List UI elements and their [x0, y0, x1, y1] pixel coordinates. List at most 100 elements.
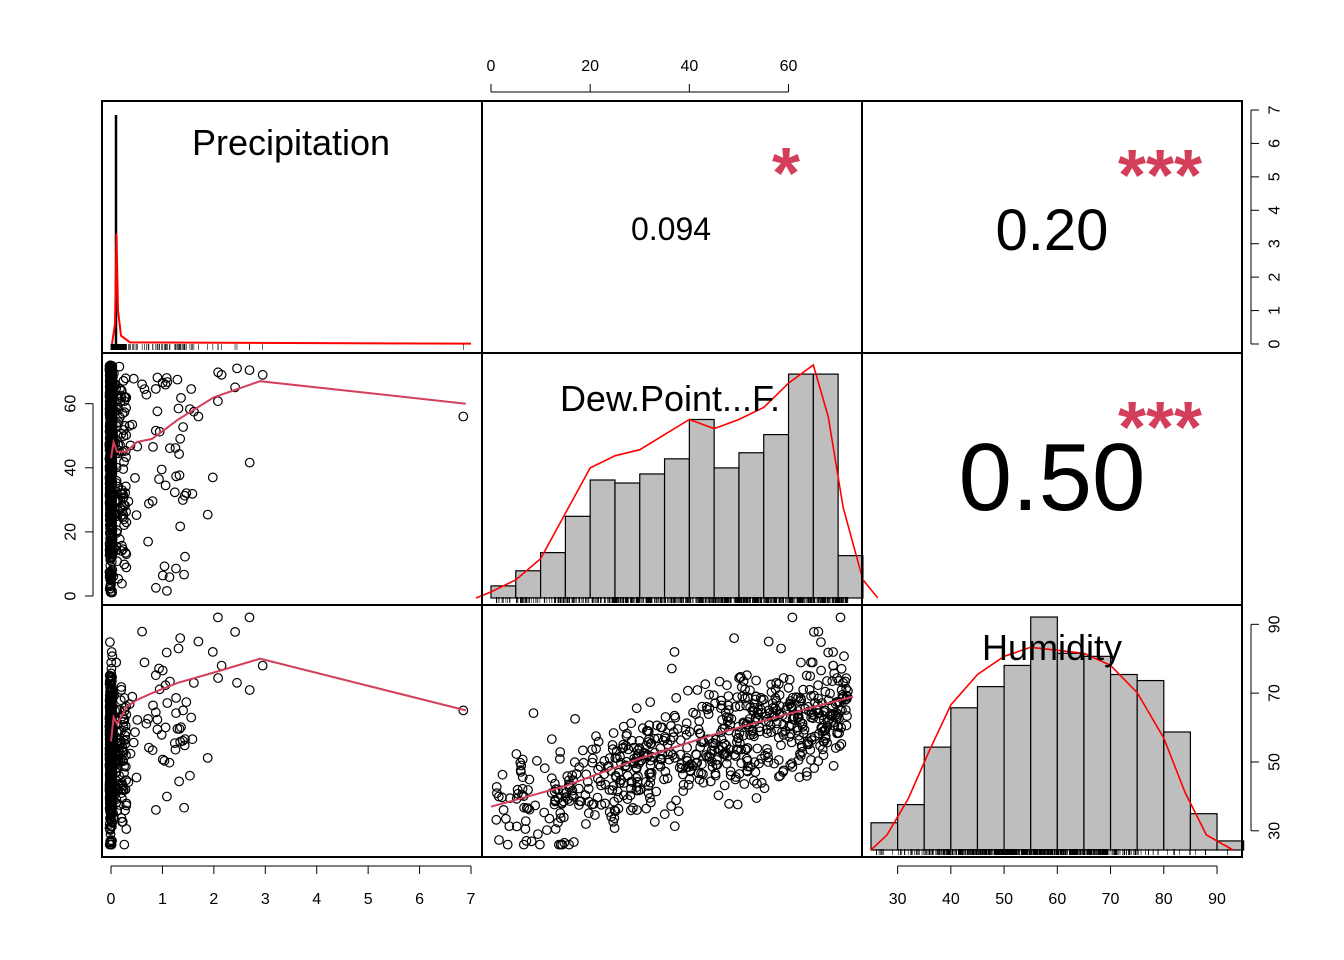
humidity-histogram-bar: [1216, 840, 1245, 851]
dew-vs-humidity-points-point: [656, 753, 667, 764]
dew-vs-humidity-points-point: [763, 705, 774, 716]
dew-vs-humidity-points-point: [683, 685, 693, 696]
precip-vs-dew-points-point: [121, 452, 131, 463]
dew-vs-humidity-points-point: [666, 801, 677, 811]
dew-vs-humidity-points-point: [749, 757, 760, 767]
precip-vs-dew-points-point: [458, 411, 469, 422]
dew-density-curve: [475, 363, 879, 599]
dew-vs-humidity-points-point: [756, 695, 767, 706]
dew-vs-humidity-points-point: [610, 753, 621, 763]
dew-vs-humidity-points-point: [778, 673, 789, 683]
precip-vs-humidity-points-point: [119, 761, 129, 772]
dew-vs-humidity-points-point: [505, 793, 515, 804]
dew-vs-humidity-points-point: [675, 749, 686, 760]
precip-vs-dew-points-point: [105, 485, 115, 495]
precip-vs-humidity-points-point: [104, 819, 115, 829]
dew-vs-humidity-points-point: [797, 722, 808, 732]
precip-vs-dew-points-point: [117, 505, 128, 516]
precip-vs-dew-points-point: [175, 521, 186, 532]
precip-vs-dew-points-point: [143, 536, 154, 547]
precip-vs-dew-points-point: [216, 369, 227, 380]
precip-vs-dew-points-point: [141, 389, 152, 400]
density-right-axis-label: 5: [1267, 172, 1284, 181]
precip-vs-dew-points-point: [106, 427, 116, 438]
dew-vs-humidity-points-point: [570, 714, 580, 724]
dew-vs-humidity-points-point: [583, 783, 594, 794]
dew-vs-humidity-points-point: [836, 685, 847, 695]
dew-vs-humidity-points-point: [678, 786, 689, 796]
precip-vs-dew-points-point: [107, 525, 118, 536]
dew-vs-humidity-points-point: [797, 746, 808, 757]
dew-vs-humidity-points-point: [528, 708, 539, 718]
dew-vs-humidity-points-point: [736, 672, 746, 683]
precip-vs-dew-points-point: [116, 393, 127, 403]
precip-vs-dew-points-point: [107, 397, 118, 408]
dew-vs-humidity-points-point: [822, 721, 833, 731]
dew-vs-humidity-points-point: [736, 682, 747, 692]
precip-vs-dew-points-point: [161, 586, 172, 596]
dew-vs-humidity-points-point: [701, 701, 712, 712]
dew-vs-humidity-points-point: [641, 740, 651, 751]
dew-vs-humidity-points-point: [535, 839, 545, 850]
precip-vs-humidity-points-point: [161, 647, 172, 658]
dew-left-axis-label: 20: [63, 523, 80, 541]
dew-vs-humidity-points-point: [644, 768, 655, 779]
dew-vs-humidity-points-point: [823, 717, 833, 727]
dew-vs-humidity-points-point: [643, 726, 654, 737]
panel-frame-2-2: [861, 604, 1243, 858]
precip-vs-dew-points-point: [116, 578, 127, 589]
precip-vs-humidity-points-point: [106, 835, 116, 845]
dew-vs-humidity-points-point: [818, 736, 829, 747]
dew-vs-humidity-points-point: [806, 657, 816, 668]
dew-vs-humidity-points-point: [731, 772, 741, 782]
dew-vs-humidity-points-point: [725, 766, 736, 777]
precip-vs-dew-points-point: [164, 572, 175, 582]
precip-vs-dew-points-point: [105, 361, 116, 372]
precip-vs-dew-points-point: [202, 509, 213, 520]
precip-vs-humidity-points-point: [179, 802, 190, 813]
humidity-density-curve: [870, 646, 1234, 851]
dew-vs-humidity-points-point: [805, 671, 816, 681]
dew-vs-humidity-points-point: [607, 740, 618, 750]
precip-vs-dew-smooth-line: [110, 380, 467, 459]
dew-vs-humidity-points-point: [723, 691, 734, 701]
precip-vs-dew-points-point: [118, 492, 129, 503]
humidity-bottom-axis-label: 80: [1155, 891, 1173, 908]
precip-vs-dew-points-point: [106, 546, 117, 557]
dew-vs-humidity-points-point: [836, 739, 847, 749]
dew-vs-humidity-points-point: [801, 670, 812, 681]
dew-histogram-bar: [663, 458, 690, 599]
dew-vs-humidity-points-point: [591, 743, 601, 754]
dew-vs-humidity-points-point: [763, 752, 773, 763]
precip-vs-humidity-points-point: [175, 633, 186, 643]
dew-vs-humidity-points-point: [653, 733, 663, 744]
precip-vs-dew-points-point: [230, 382, 241, 393]
precip-vs-dew-points-point: [159, 561, 170, 572]
dew-vs-humidity-points-point: [561, 787, 572, 798]
dew-vs-humidity-points-point: [550, 795, 560, 805]
precip-vs-dew-points-point: [104, 374, 115, 385]
precip-vs-dew-points-point: [105, 580, 116, 591]
dew-vs-humidity-points-point: [716, 703, 726, 713]
precip-vs-humidity-points-point: [193, 636, 204, 647]
dew-vs-humidity-points-point: [521, 835, 532, 846]
precip-vs-dew-points-point: [139, 384, 150, 395]
dew-vs-humidity-points-point: [686, 759, 696, 769]
dew-vs-humidity-points-point: [771, 695, 782, 706]
dew-vs-humidity-points-point: [813, 693, 824, 704]
dew-vs-humidity-points-point: [645, 793, 655, 803]
dew-vs-humidity-points-point: [632, 777, 643, 788]
dew-vs-humidity-points-point: [719, 780, 730, 791]
precip-vs-dew-points-point: [114, 412, 125, 423]
dew-vs-humidity-points-point: [783, 682, 794, 693]
humidity-histogram: [870, 616, 1245, 851]
precip-vs-dew-points-point: [105, 503, 116, 514]
variable-label-precipitation: Precipitation: [192, 122, 390, 163]
precip-vs-dew-points-point: [105, 568, 116, 578]
dew-vs-humidity-points-point: [816, 637, 826, 647]
precip-vs-dew-points-point: [187, 488, 198, 499]
dew-vs-humidity-points-point: [523, 785, 533, 795]
precip-vs-dew-points-point: [160, 480, 171, 491]
significance-stars-dew-humidity: ***: [1118, 388, 1202, 468]
dew-vs-humidity-points-point: [668, 727, 679, 738]
